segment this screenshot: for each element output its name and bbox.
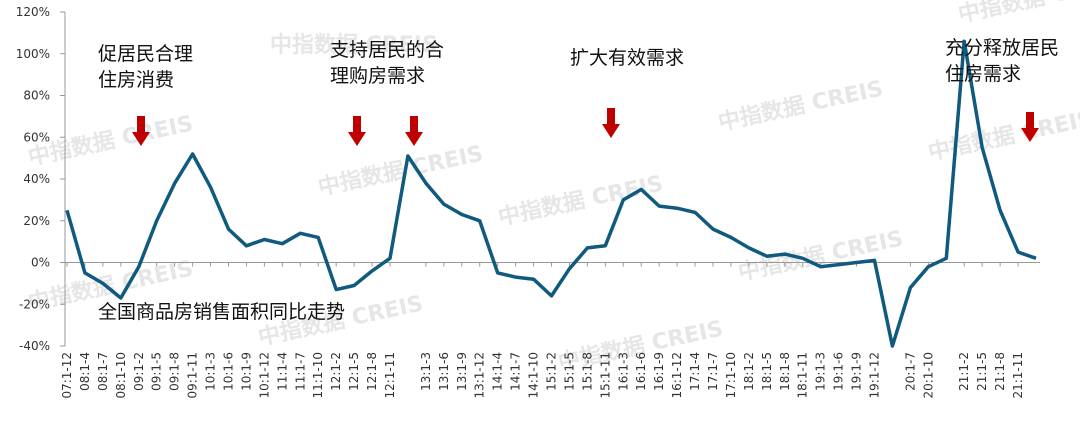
annotation: 支持居民的合理购房需求	[330, 39, 444, 87]
watermark: 中指数据 CREIS	[270, 32, 438, 58]
x-tick-label: 12:1-2	[329, 352, 343, 391]
x-tick-label: 09:1-2	[132, 352, 146, 391]
x-tick-label: 11:1-7	[293, 352, 307, 391]
x-tick-label: 10:1-12	[257, 352, 271, 399]
x-tick-label: 15:1-2	[545, 352, 559, 391]
x-tick-label: 21:1-2	[957, 352, 971, 391]
arrow	[602, 108, 620, 138]
y-tick-label: -40%	[19, 339, 50, 353]
watermark: 中指数据 CREIS	[956, 0, 1080, 28]
x-tick-label: 19:1-12	[868, 352, 882, 399]
x-tick-label: 09:1-5	[150, 352, 164, 391]
line	[65, 39, 1037, 348]
watermark: 中指数据 CREIS	[496, 171, 666, 231]
x-tick-label: 16:1-6	[634, 352, 648, 391]
watermark: 中指数据 CREIS	[26, 111, 196, 171]
x-tick-label: 08:1-7	[96, 352, 110, 391]
y-tick-label: 60%	[23, 130, 50, 144]
x-tick-label: 12:1-8	[365, 352, 379, 391]
x-tick-label: 09:1-8	[168, 352, 182, 391]
x-tick-label: 16:1-3	[616, 352, 630, 391]
x-tick-label: 10:1-6	[222, 352, 236, 391]
annotation: 充分释放居民住房需求	[945, 37, 1059, 85]
y-tick-label: 100%	[16, 47, 50, 61]
x-tick-label: 13:1-12	[473, 352, 487, 399]
x-tick-label: 17:1-4	[688, 352, 702, 391]
x-tick-label: 09:1-11	[186, 352, 200, 399]
x-tick-label: 21:1-5	[975, 352, 989, 391]
x-tick-label: 17:1-7	[706, 352, 720, 391]
y-tick-label: 80%	[23, 89, 50, 103]
x-tick-label: 11:1-4	[275, 352, 289, 391]
x-tick-label: 18:1-5	[760, 352, 774, 391]
arrow	[132, 116, 150, 146]
y-tick-label: 120%	[16, 5, 50, 19]
annotation: 促居民合理住房消费	[98, 43, 193, 91]
x-tick-label: 08:1-10	[114, 352, 128, 399]
x-tick-label: 19:1-3	[814, 352, 828, 391]
x-tick-label: 13:1-9	[455, 352, 469, 391]
annotation: 扩大有效需求	[570, 47, 684, 69]
x-tick-label: 12:1-5	[347, 352, 361, 391]
x-tick-label: 14:1-4	[491, 352, 505, 391]
arrows	[132, 108, 1039, 146]
x-tick-label: 12:1-11	[383, 352, 397, 399]
x-tick-label: 15:1-5	[562, 352, 576, 391]
x-tick-label: 15:1-8	[580, 352, 594, 391]
watermark: 中指数据 CREIS	[716, 76, 886, 136]
y-tick-label: 40%	[23, 172, 50, 186]
x-tick-label: 17:1-10	[724, 352, 738, 399]
x-tick-label: 11:1-10	[311, 352, 325, 399]
x-tick-label: 15:1-11	[598, 352, 612, 399]
y-tick-label: 20%	[23, 214, 50, 228]
x-tick-label: 10:1-3	[204, 352, 218, 391]
arrow	[1021, 112, 1039, 142]
x-tick-label: 18:1-2	[742, 352, 756, 391]
x-tick-label: 20:1-10	[921, 352, 935, 399]
x-tick-label: 14:1-7	[509, 352, 523, 391]
annotation: 全国商品房销售面积同比走势	[98, 301, 345, 323]
arrow	[348, 116, 366, 146]
y-tick-label: -20%	[19, 297, 50, 311]
x-tick-label: 20:1-7	[903, 352, 917, 391]
watermark: 中指数据 CREIS	[736, 226, 906, 286]
x-tick-label: 18:1-8	[778, 352, 792, 391]
x-tick-label: 14:1-10	[527, 352, 541, 399]
x-tick-label: 10:1-9	[239, 352, 253, 391]
x-tick-label: 13:1-3	[419, 352, 433, 391]
x-tick-label: 21:1-8	[993, 352, 1007, 391]
x-tick-label: 19:1-6	[832, 352, 846, 391]
arrow	[405, 116, 423, 146]
x-tick-label: 18:1-11	[796, 352, 810, 399]
watermark: 中指数据 CREIS	[926, 106, 1080, 166]
x-tick-label: 21:1-11	[1011, 352, 1025, 399]
y-tick-label: 0%	[31, 256, 50, 270]
x-tick-label: 19:1-9	[850, 352, 864, 391]
x-tick-label: 16:1-9	[652, 352, 666, 391]
x-tick-label: 08:1-4	[78, 352, 92, 391]
x-tick-label: 07:1-12	[60, 352, 74, 399]
x-tick-label: 13:1-6	[437, 352, 451, 391]
x-tick-label: 16:1-12	[670, 352, 684, 399]
